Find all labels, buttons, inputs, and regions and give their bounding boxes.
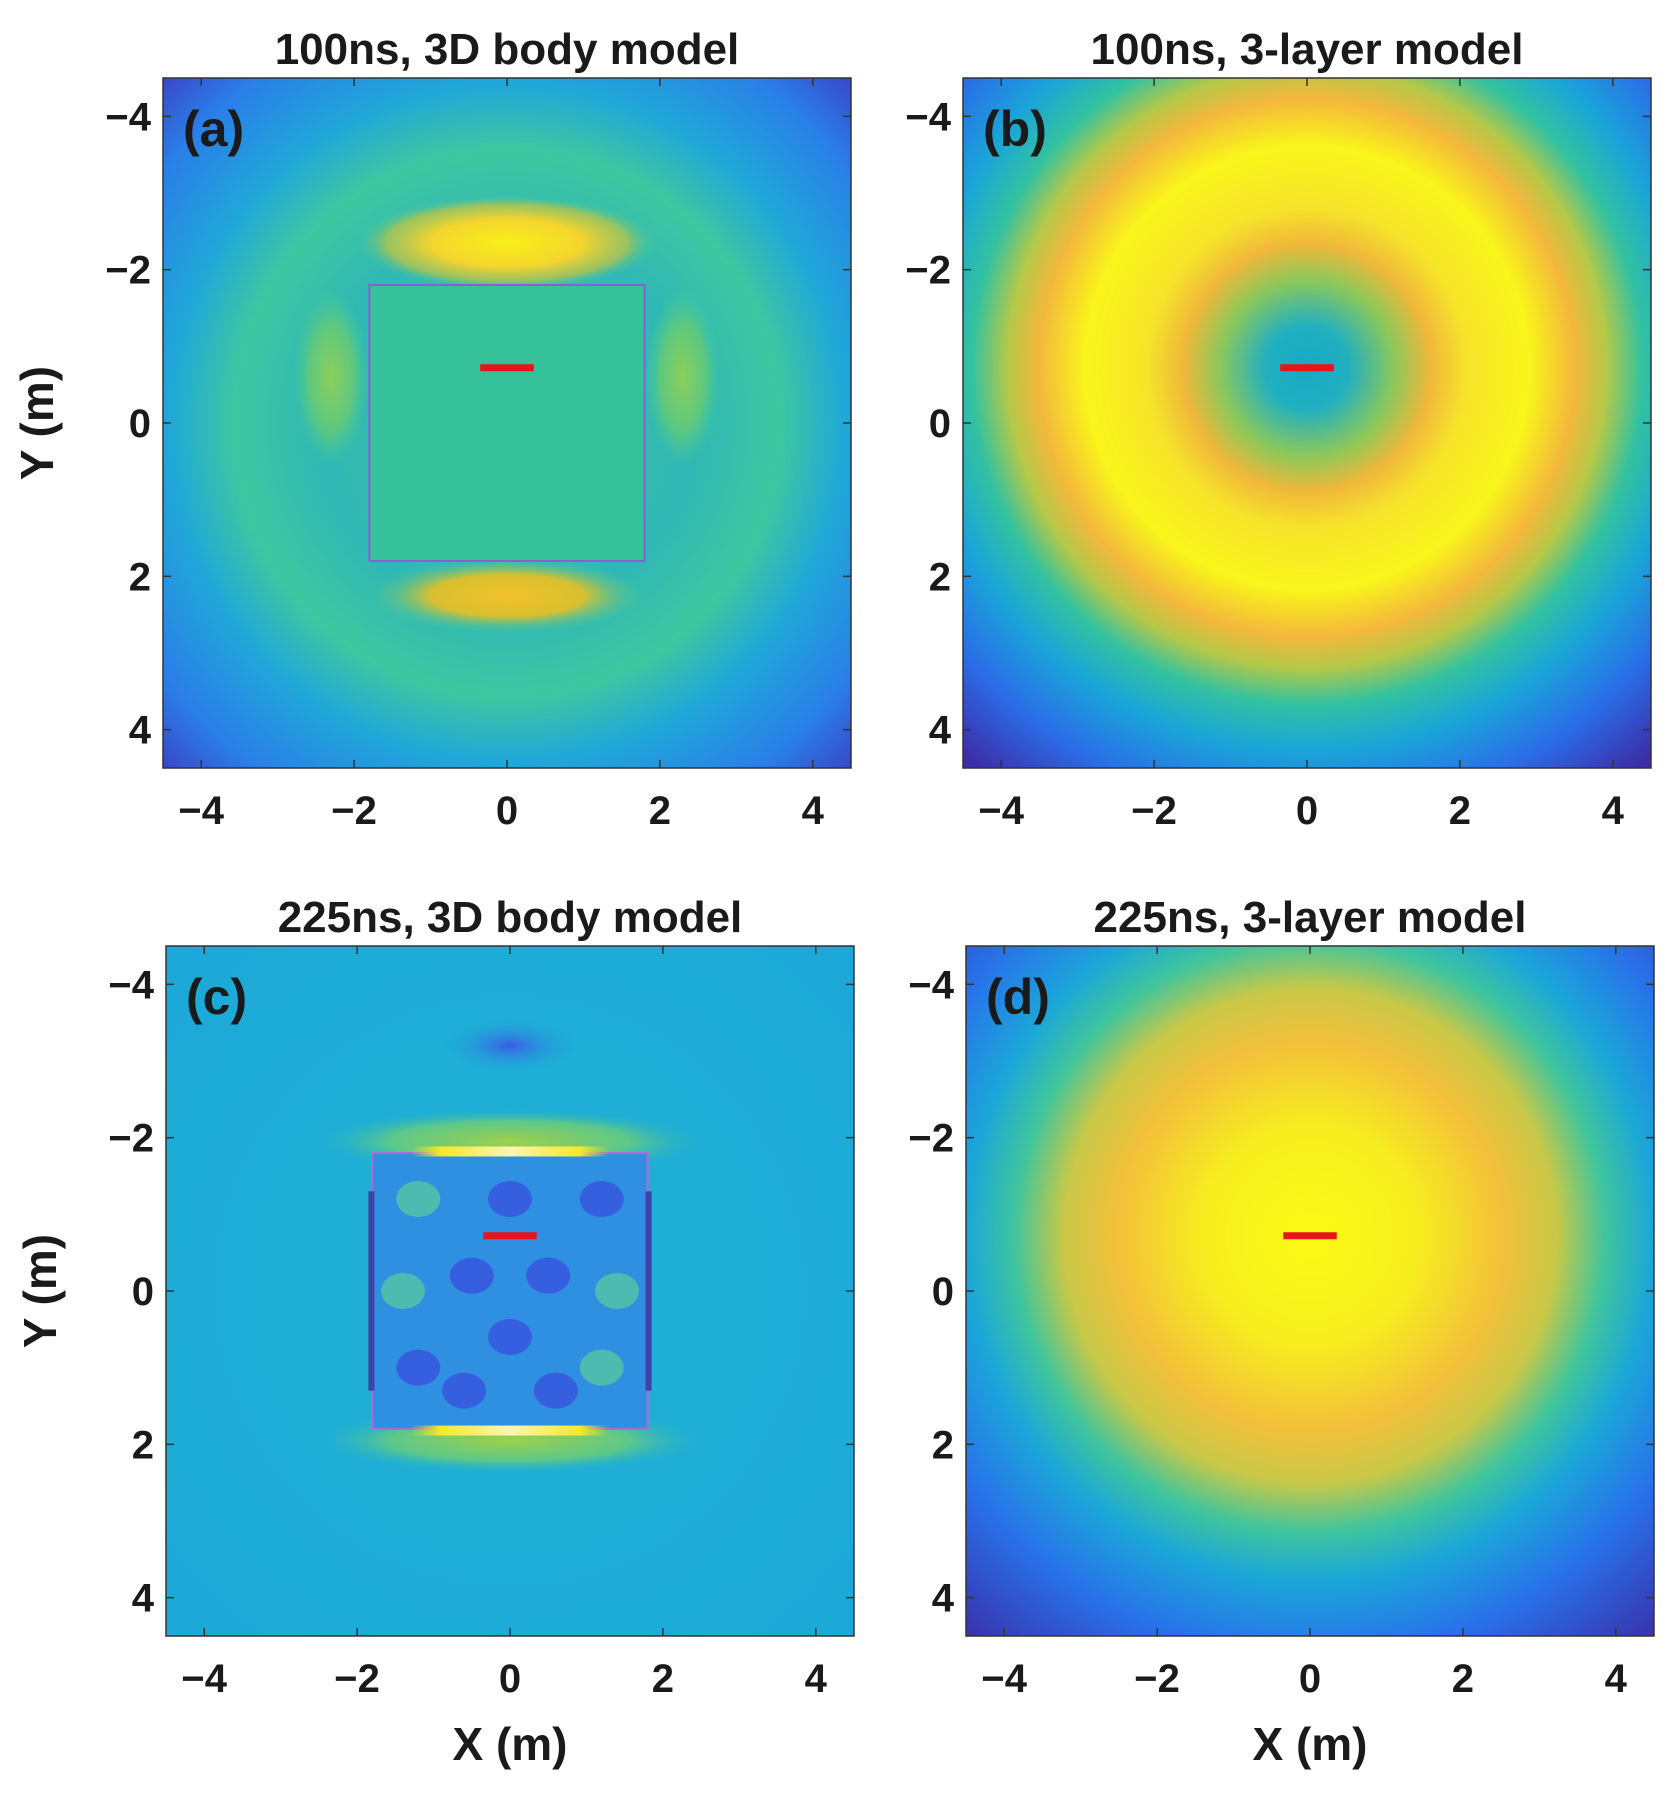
y-tick-label: 2 [132,1423,154,1467]
x-tick-label: −2 [1131,789,1177,833]
body-field-spot [579,1181,624,1217]
y-tick-label: 4 [129,709,152,753]
panel-label: (b) [983,101,1047,157]
panel-c-heatmap [166,946,854,1636]
panel-label: (c) [186,969,247,1025]
x-axis-label: X (m) [453,1718,568,1770]
x-tick-label: 2 [1452,1657,1474,1701]
panel-c: −4 −2 0 2 4 −4 −2 0 2 4 225ns, 3D body model (c) Y (… [14,893,855,1770]
field-edge-left [368,1191,375,1391]
x-tick-label: 4 [802,789,825,833]
panel-a-heatmap [163,78,851,768]
y-tick-label: 0 [132,1270,154,1314]
field-lobe-right [644,287,721,467]
panel-d-heatmap [966,946,1654,1636]
body-field-spot [579,1349,624,1386]
x-tick-label: 0 [496,789,518,833]
y-tick-label: −2 [108,1117,154,1161]
body-field-spot [396,1349,441,1386]
body-field-spot [449,1257,494,1294]
body-field-spot [488,1319,532,1355]
field-edge-right [645,1191,652,1391]
y-tick-label: −4 [908,963,954,1007]
panel-label: (a) [183,101,244,157]
y-tick-label: −4 [108,963,154,1007]
x-tick-label: −2 [1134,1657,1180,1701]
panel-title: 100ns, 3D body model [275,25,740,74]
y-tick-label: 0 [932,1270,954,1314]
x-tick-label: 0 [1299,1657,1321,1701]
panel-d: −4 −2 0 2 4 −4 −2 0 2 4 225ns, 3-layer model (d) X (… [908,893,1655,1770]
x-tick-label: −4 [981,1657,1027,1701]
panel-a: −4 −2 0 2 4 −4 −2 0 2 4 100ns, 3D body model (a) Y (… [11,25,852,833]
panel-b: −4 −2 0 2 4 −4 −2 0 2 4 100ns, 3-layer model (b) [905,25,1652,833]
x-tick-label: 2 [652,1657,674,1701]
x-tick-label: −4 [978,789,1024,833]
field-streak-bottom [410,1425,610,1436]
y-tick-label: 4 [932,1577,955,1621]
body-field-spot [526,1257,571,1294]
y-tick-label: −2 [105,249,151,293]
x-tick-label: 4 [805,1657,828,1701]
y-tick-label: 2 [129,555,151,599]
body-field-spot [595,1273,640,1309]
body-field-spot [380,1273,425,1309]
y-axis-label: Y (m) [11,366,63,480]
panel-title: 225ns, 3D body model [278,893,743,942]
x-tick-label: 4 [1602,789,1625,833]
x-tick-label: 4 [1605,1657,1628,1701]
field-minimum-top [440,1017,580,1074]
x-tick-label: 0 [499,1657,521,1701]
x-axis-label: X (m) [1253,1718,1368,1770]
body-field-spot [533,1372,578,1409]
x-tick-label: −2 [334,1657,380,1701]
panel-title: 225ns, 3-layer model [1094,893,1527,942]
panel-title: 100ns, 3-layer model [1091,25,1524,74]
y-tick-label: 0 [129,402,151,446]
body-field-spot [488,1181,532,1217]
body-box [368,284,646,562]
y-tick-label: 0 [929,402,951,446]
field-streak-top [410,1146,610,1157]
x-tick-label: 0 [1296,789,1318,833]
x-tick-label: 2 [649,789,671,833]
y-axis-label: Y (m) [14,1234,66,1348]
heatmap-background [963,78,1651,768]
heatmap-background [966,946,1654,1636]
field-maximum-top [357,194,657,291]
body-field-spot [396,1181,441,1217]
x-tick-label: −4 [178,789,224,833]
y-tick-label: 2 [929,555,951,599]
y-tick-label: −2 [908,1117,954,1161]
x-tick-label: 2 [1449,789,1471,833]
x-tick-label: −4 [181,1657,227,1701]
field-lobe-left [293,287,370,467]
field-maximum-bottom [367,557,647,634]
x-tick-label: −2 [331,789,377,833]
y-tick-label: 4 [929,709,952,753]
body-field-spot [442,1372,487,1409]
y-tick-label: 4 [132,1577,155,1621]
panel-label: (d) [986,969,1050,1025]
y-tick-label: −4 [905,95,951,139]
panel-b-heatmap [963,78,1651,768]
y-tick-label: −4 [105,95,151,139]
y-tick-label: 2 [932,1423,954,1467]
y-tick-label: −2 [905,249,951,293]
